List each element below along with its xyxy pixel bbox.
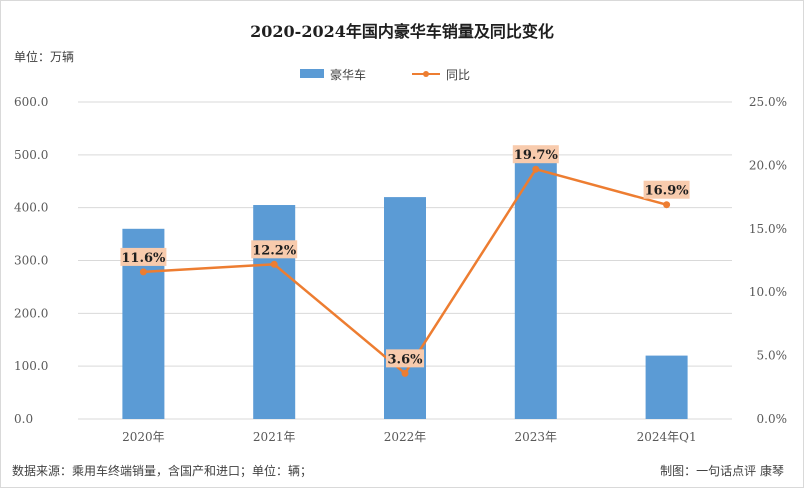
- yoy-data-label: 3.6%: [386, 349, 424, 368]
- y-right-tick-label: 10.0%: [749, 285, 787, 299]
- bar: [384, 197, 426, 419]
- yoy-point: [663, 201, 671, 209]
- x-tick-label: 2022年: [384, 430, 427, 444]
- unit-label: 单位：万辆: [14, 50, 75, 64]
- yoy-data-label-text: 12.2%: [252, 243, 297, 258]
- yoy-point: [532, 165, 540, 173]
- bar: [253, 205, 296, 419]
- yoy-data-label: 19.7%: [512, 145, 559, 164]
- y-left-tick-label: 0.0: [14, 412, 33, 426]
- yoy-data-label: 11.6%: [120, 247, 167, 266]
- legend-bar-label: 豪华车: [330, 68, 367, 82]
- yoy-data-label-bg: [512, 145, 559, 164]
- yoy-data-label-bg: [643, 180, 690, 199]
- yoy-data-label-text: 16.9%: [645, 184, 690, 199]
- bar: [514, 153, 557, 419]
- x-tick-label: 2023年: [515, 430, 558, 444]
- yoy-point: [139, 268, 147, 276]
- yoy-data-label-text: 11.6%: [121, 251, 166, 266]
- yoy-data-label: 12.2%: [251, 240, 298, 259]
- x-tick-label: 2024年Q1: [637, 430, 697, 444]
- yoy-data-label-bg: [386, 349, 424, 368]
- x-tick-label: 2021年: [253, 430, 296, 444]
- yoy-data-label-text: 3.6%: [388, 352, 424, 367]
- source-note: 数据来源：乘用车终端销量，含国产和进口；单位：辆；: [12, 464, 313, 478]
- yoy-data-label-text: 19.7%: [514, 148, 559, 163]
- yoy-point: [270, 260, 278, 268]
- legend-line-swatch: [412, 71, 440, 77]
- legend-bar-swatch: [300, 69, 324, 78]
- y-right-tick-label: 0.0%: [757, 412, 788, 426]
- yoy-data-label-bg: [120, 247, 167, 266]
- y-left-tick-label: 100.0: [14, 359, 48, 373]
- y-left-tick-label: 300.0: [14, 254, 48, 268]
- y-left-tick-label: 400.0: [14, 201, 48, 215]
- yoy-data-label: 16.9%: [643, 180, 690, 199]
- y-right-tick-label: 20.0%: [749, 158, 787, 172]
- y-left-tick-label: 200.0: [14, 306, 48, 320]
- y-right-tick-label: 15.0%: [749, 222, 787, 236]
- credit: 制图：一句话点评 康琴: [660, 464, 784, 478]
- y-left-tick-label: 600.0: [14, 95, 48, 109]
- y-right-tick-label: 5.0%: [757, 349, 788, 363]
- legend-line-label: 同比: [446, 68, 471, 82]
- y-left-tick-label: 500.0: [14, 148, 48, 162]
- x-tick-label: 2020年: [122, 430, 165, 444]
- y-right-tick-label: 25.0%: [749, 95, 787, 109]
- yoy-point: [401, 369, 409, 377]
- yoy-data-label-bg: [251, 240, 298, 259]
- bar: [645, 355, 688, 419]
- chart-title: 2020-2024年国内豪华车销量及同比变化: [250, 22, 554, 41]
